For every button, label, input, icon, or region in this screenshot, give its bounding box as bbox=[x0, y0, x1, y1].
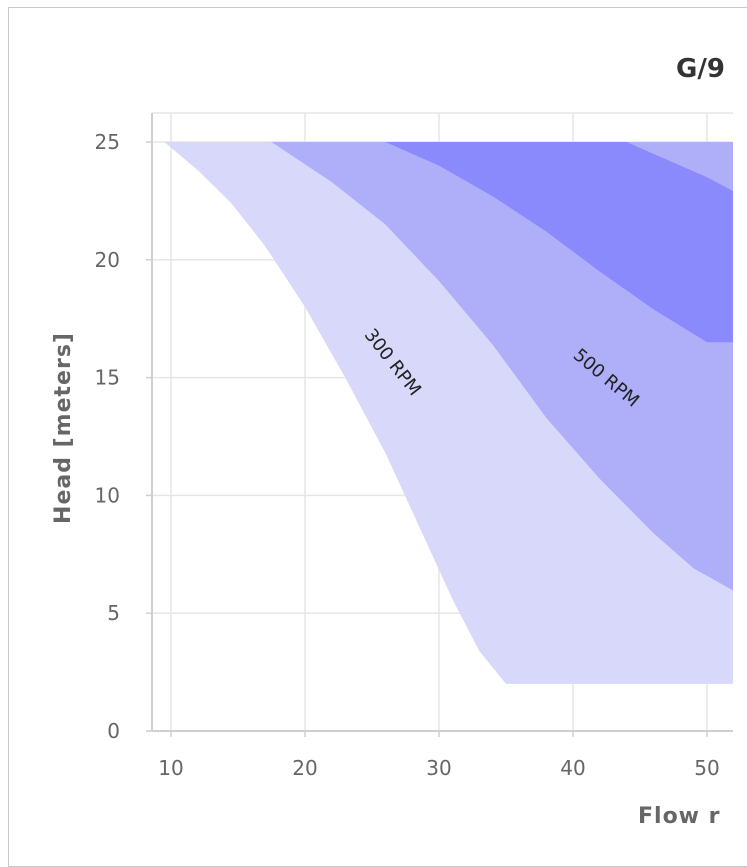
y-tick-label: 25 bbox=[95, 130, 120, 154]
x-tick-label: 30 bbox=[426, 756, 451, 780]
x-tick-label: 50 bbox=[694, 756, 719, 780]
x-axis-title: Flow r bbox=[638, 804, 721, 829]
y-tick-label: 10 bbox=[95, 483, 120, 507]
y-tick-label: 5 bbox=[107, 601, 120, 625]
x-tick-label: 10 bbox=[158, 756, 183, 780]
x-tick-label: 40 bbox=[560, 756, 585, 780]
x-tick-label: 20 bbox=[292, 756, 317, 780]
chart-title: G/9 bbox=[676, 54, 725, 84]
y-tick-label: 20 bbox=[95, 248, 120, 272]
y-axis-title: Head [meters] bbox=[51, 332, 76, 524]
y-tick-label: 15 bbox=[95, 366, 120, 390]
rpm-areas bbox=[164, 142, 747, 684]
y-tick-label: 0 bbox=[107, 719, 120, 743]
